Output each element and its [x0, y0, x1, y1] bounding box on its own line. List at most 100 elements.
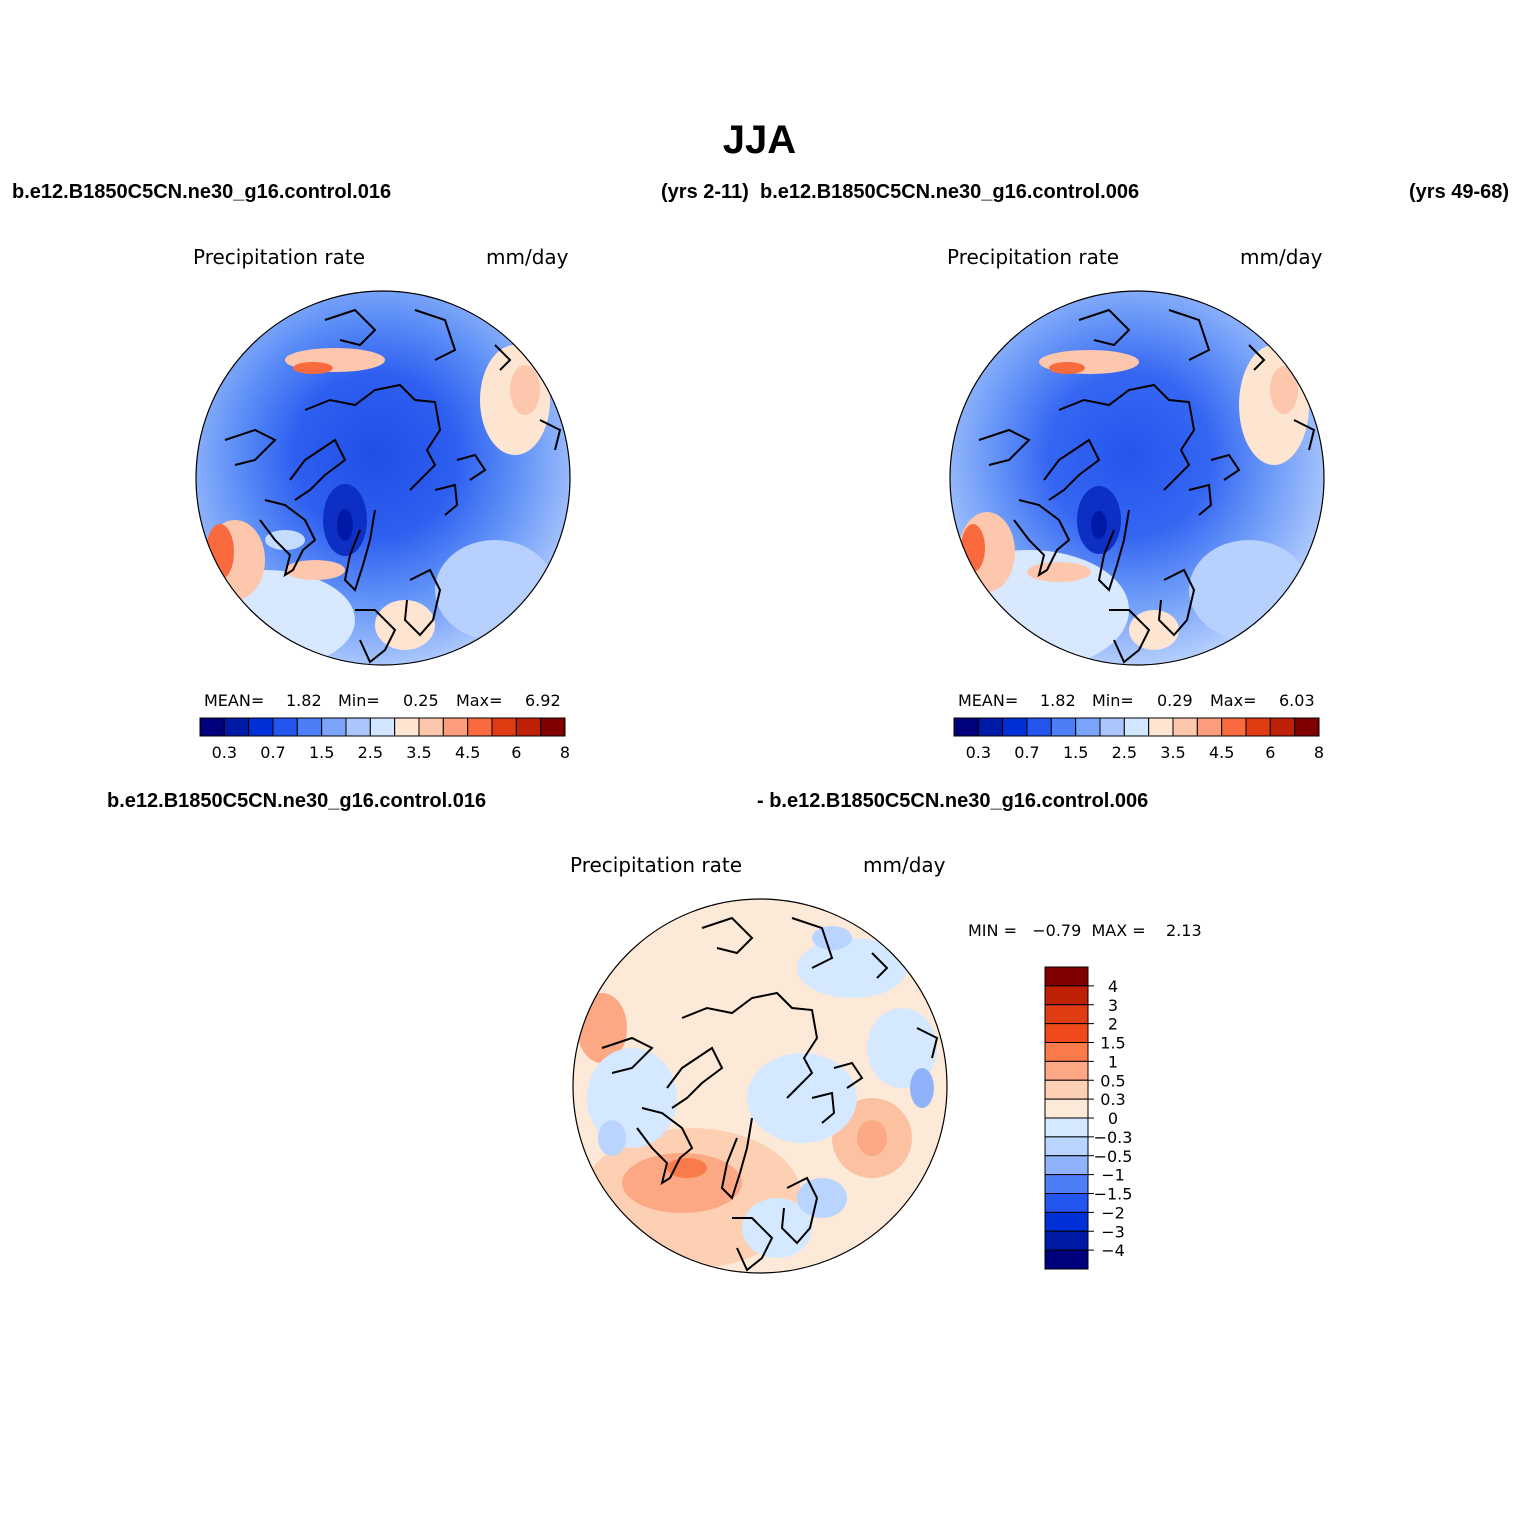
colorbar-swatch — [1050, 717, 1077, 737]
colorbar-tick-label: 1.5 — [309, 743, 334, 762]
left-max-value: 6.92 — [525, 691, 561, 710]
colorbar-swatch — [1075, 717, 1101, 737]
diff-colorbar-swatch — [1044, 985, 1089, 1006]
diff-case-b: - b.e12.B1850C5CN.ne30_g16.control.006 — [757, 790, 1149, 812]
right-min-label: Min= — [1092, 691, 1134, 710]
right-max-value: 6.03 — [1279, 691, 1315, 710]
colorbar-swatch — [394, 717, 420, 737]
diff-colorbar-swatch — [1044, 1079, 1089, 1100]
colorbar-swatch — [1148, 717, 1174, 737]
diff-variable-label: Precipitation rate — [570, 853, 742, 877]
figure-title: JJA — [722, 118, 797, 162]
right-max-label: Max= — [1210, 691, 1257, 710]
diff-colorbar-swatch — [1044, 1136, 1089, 1157]
diff-colorbar-swatch — [1044, 1230, 1089, 1251]
colorbar-swatch — [321, 717, 347, 737]
colorbar-swatch — [345, 717, 371, 737]
left-max-label: Max= — [456, 691, 503, 710]
colorbar-tick-label: 3.5 — [406, 743, 431, 762]
diff-colorbar-swatch — [1044, 1117, 1089, 1138]
diff-colorbar-swatch — [1044, 1023, 1089, 1043]
colorbar-swatch — [515, 717, 542, 737]
diff-colorbar-tick-label: −1.5 — [1094, 1185, 1133, 1204]
diff-units-label: mm/day — [863, 853, 946, 877]
left-min-label: Min= — [338, 691, 380, 710]
colorbar-swatch — [296, 717, 323, 737]
diff-colorbar-tick-label: −1 — [1101, 1166, 1125, 1185]
colorbar-swatch — [418, 717, 444, 737]
colorbar-swatch — [272, 717, 298, 737]
diff-colorbar-swatch — [1044, 1249, 1089, 1270]
diff-colorbar-swatch — [1044, 1042, 1089, 1062]
colorbar-swatch — [491, 717, 517, 737]
left-mean-value: 1.82 — [286, 691, 322, 710]
diff-colorbar-tick-label: 0.3 — [1100, 1090, 1125, 1109]
colorbar-swatch — [1269, 717, 1296, 737]
diff-colorbar-tick-label: 1.5 — [1100, 1034, 1125, 1053]
colorbar-tick-label: 0.7 — [1014, 743, 1039, 762]
diff-colorbar-tick-label: −0.5 — [1094, 1147, 1133, 1166]
right-mean-label: MEAN= — [958, 691, 1019, 710]
left-min-value: 0.25 — [403, 691, 439, 710]
diff-colorbar-tick-label: −0.3 — [1094, 1128, 1133, 1147]
colorbar-swatch — [1026, 717, 1052, 737]
right-case-years: (yrs 49-68) — [1409, 181, 1510, 203]
left-case-name: b.e12.B1850C5CN.ne30_g16.control.016 — [12, 181, 392, 203]
colorbar-tick-label: 6 — [1265, 743, 1275, 762]
colorbar-swatch — [223, 717, 250, 737]
colorbar-swatch — [442, 717, 469, 737]
colorbar-swatch — [1221, 717, 1247, 737]
colorbar-tick-label: 6 — [511, 743, 521, 762]
diff-colorbar-swatch — [1044, 1174, 1089, 1194]
right-colorbar: 0.3 0.7 1.5 2.5 3.5 4.5 6 8 — [953, 717, 1324, 762]
right-units-label: mm/day — [1240, 245, 1323, 269]
right-min-value: 0.29 — [1157, 691, 1193, 710]
right-polar-map — [949, 290, 1325, 666]
left-units-label: mm/day — [486, 245, 569, 269]
diff-colorbar-swatch — [1044, 1193, 1089, 1213]
colorbar-swatch — [369, 717, 396, 737]
diff-colorbar-swatch — [1044, 1155, 1089, 1176]
colorbar-swatch — [199, 717, 225, 737]
diff-colorbar-tick-label: −2 — [1101, 1203, 1125, 1222]
colorbar-swatch — [248, 717, 274, 737]
colorbar-swatch — [1245, 717, 1271, 737]
right-case-name: b.e12.B1850C5CN.ne30_g16.control.006 — [760, 181, 1140, 203]
colorbar-swatch — [1002, 717, 1028, 737]
diff-colorbar-swatch — [1044, 1004, 1089, 1025]
colorbar-swatch — [1196, 717, 1223, 737]
diff-colorbar-tick-label: −4 — [1101, 1241, 1125, 1260]
colorbar-swatch — [540, 717, 566, 737]
colorbar-tick-label: 2.5 — [1112, 743, 1137, 762]
left-case-years: (yrs 2-11) — [661, 181, 749, 203]
colorbar-swatch — [1294, 717, 1320, 737]
diff-colorbar-tick-label: 0.5 — [1100, 1071, 1125, 1090]
diff-colorbar-tick-label: 2 — [1108, 1015, 1118, 1034]
diff-colorbar-tick-label: 3 — [1108, 996, 1118, 1015]
colorbar-swatch — [1172, 717, 1198, 737]
colorbar-tick-label: 4.5 — [455, 743, 480, 762]
left-mean-label: MEAN= — [204, 691, 265, 710]
diff-colorbar-tick-label: 1 — [1108, 1052, 1118, 1071]
diff-minmax: MIN = −0.79 MAX = 2.13 — [968, 921, 1202, 940]
colorbar-tick-label: 1.5 — [1063, 743, 1088, 762]
diff-colorbar-swatch — [1044, 966, 1089, 987]
diff-colorbar-tick-label: −3 — [1101, 1222, 1125, 1241]
colorbar-swatch — [953, 717, 979, 737]
diff-colorbar-swatch — [1044, 1211, 1089, 1232]
right-variable-label: Precipitation rate — [947, 245, 1119, 269]
colorbar-swatch — [977, 717, 1004, 737]
left-variable-label: Precipitation rate — [193, 245, 365, 269]
colorbar-tick-label: 0.3 — [966, 743, 991, 762]
diff-colorbar-swatch — [1044, 1098, 1089, 1119]
left-colorbar: 0.3 0.7 1.5 2.5 3.5 4.5 6 8 — [199, 717, 570, 762]
colorbar-tick-label: 4.5 — [1209, 743, 1234, 762]
colorbar-tick-label: 2.5 — [358, 743, 383, 762]
colorbar-tick-label: 0.3 — [212, 743, 237, 762]
colorbar-swatch — [1123, 717, 1150, 737]
left-polar-map — [195, 290, 571, 666]
colorbar-swatch — [467, 717, 493, 737]
diff-case-a: b.e12.B1850C5CN.ne30_g16.control.016 — [107, 790, 487, 812]
difference-polar-map — [572, 898, 948, 1274]
